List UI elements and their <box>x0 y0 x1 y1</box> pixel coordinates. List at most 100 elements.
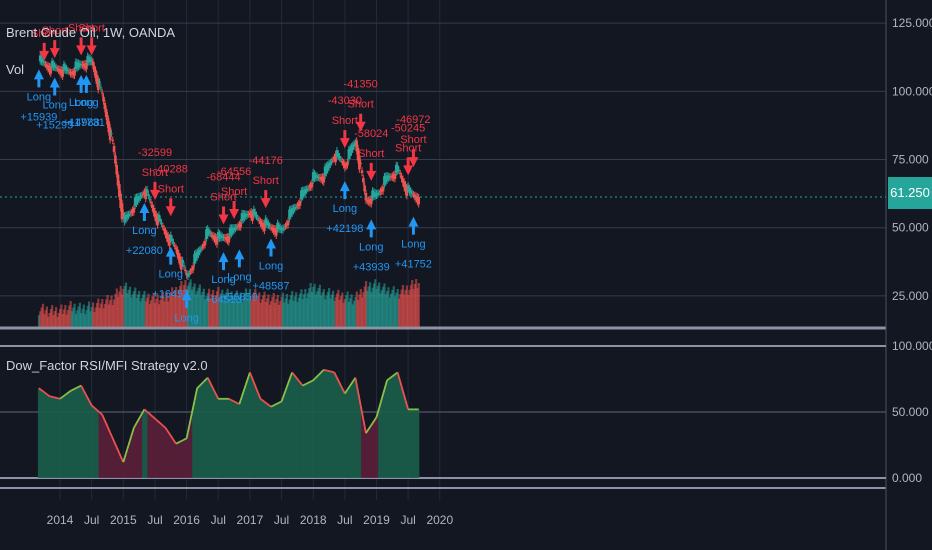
indicator-bar <box>155 419 157 478</box>
volume-bar <box>173 291 176 327</box>
short-arrow <box>366 162 377 181</box>
volume-bar <box>41 303 45 327</box>
indicator-line-segment <box>362 419 366 427</box>
long-signal-label: Long <box>174 312 198 324</box>
indicator-bar <box>223 398 226 478</box>
candle-body <box>91 61 95 66</box>
indicator-line-segment <box>80 385 84 389</box>
candle-body <box>339 159 343 161</box>
long-signal: Long +15295 <box>36 77 73 132</box>
volume-bar <box>289 295 292 327</box>
candle-body <box>253 211 257 216</box>
volume-bar <box>353 300 356 327</box>
indicator-bar <box>268 405 271 478</box>
indicator-bar <box>335 377 338 478</box>
indicator-bar <box>94 408 97 478</box>
volume-bar <box>404 290 407 327</box>
indicator-bar <box>179 441 181 478</box>
volume-bar <box>113 299 116 327</box>
indicator-bar <box>308 382 310 478</box>
short-signal: Short -43030 <box>328 95 362 149</box>
indicator-bar <box>115 447 118 478</box>
volume-bar <box>380 290 383 327</box>
indicator-bar <box>371 423 374 478</box>
indicator-bar <box>180 441 182 478</box>
candle-body <box>100 92 104 94</box>
candle-body <box>166 235 170 243</box>
indicator-bar <box>416 409 418 478</box>
long-signal: Long +41752 <box>395 216 432 271</box>
volume-bar <box>355 291 358 327</box>
volume-bar <box>159 300 162 327</box>
candle-body <box>78 63 82 67</box>
indicator-bar <box>41 391 44 478</box>
candle-body <box>128 213 132 215</box>
candle-body <box>256 217 260 219</box>
indicator-line-segment <box>369 424 372 428</box>
volume-bar <box>117 297 120 327</box>
time-tick-label: Jul <box>400 513 415 527</box>
volume-bar <box>222 300 225 327</box>
candle-body <box>172 242 175 244</box>
candle-body <box>122 212 125 216</box>
indicator-tick-label: 0.000 <box>892 471 922 485</box>
candle-body <box>289 208 293 217</box>
indicator-bar <box>354 377 356 478</box>
volume-bar <box>101 299 104 327</box>
volume-bar <box>66 310 70 327</box>
candle-body <box>234 227 237 230</box>
indicator-bar <box>254 385 256 478</box>
indicator-line-segment <box>76 386 79 389</box>
candle-body <box>269 227 273 229</box>
volume-bar <box>190 290 194 327</box>
candle-body <box>71 71 75 76</box>
indicator-bar <box>233 401 235 478</box>
candle-body <box>401 178 405 183</box>
volume-bar <box>196 291 199 327</box>
volume-bar <box>364 281 368 327</box>
candle-body <box>96 79 100 91</box>
volume-bar <box>52 315 55 327</box>
candle-body <box>183 270 187 271</box>
candle-body <box>87 57 91 63</box>
indicator-line-segment <box>200 382 204 385</box>
indicator-bar <box>360 412 363 478</box>
volume-bar <box>177 291 180 327</box>
candle-body <box>409 190 413 193</box>
indicator-bar <box>44 393 47 478</box>
long-arrow <box>408 216 419 235</box>
indicator-line-segment <box>291 371 295 375</box>
candle-body <box>406 185 410 190</box>
long-signal: Long +42198 <box>326 181 363 235</box>
volume-bar <box>131 294 134 327</box>
indicator-bar <box>65 393 68 478</box>
indicator-bar <box>196 388 198 478</box>
volume-bar <box>233 298 236 327</box>
candle-body <box>149 201 153 204</box>
candle-body <box>375 193 378 196</box>
indicator-bar <box>324 370 326 478</box>
indicator-line-segment <box>296 378 300 382</box>
long-arrow <box>139 203 150 221</box>
candle-body <box>195 251 199 258</box>
indicator-bar <box>316 376 318 478</box>
indicator-bar <box>362 419 364 478</box>
candle-body <box>379 190 382 193</box>
volume-bar <box>259 303 262 327</box>
indicator-line-segment <box>171 437 175 441</box>
volume-bar <box>322 289 325 327</box>
volume-bar <box>244 288 248 327</box>
indicator-bar <box>69 390 72 478</box>
price-tick-label: 50.000 <box>892 221 929 235</box>
short-signal-value: -46972 <box>396 114 430 126</box>
indicator-bar <box>74 388 77 478</box>
volume-bar <box>81 308 84 327</box>
indicator-bar <box>320 372 322 478</box>
volume-bar <box>376 285 380 327</box>
indicator-line-segment <box>254 385 258 390</box>
candle-body <box>133 197 137 206</box>
candle-body <box>238 223 241 228</box>
short-signal: Short -46972 <box>396 114 431 168</box>
indicator-bar <box>136 420 139 478</box>
candle-body <box>356 147 360 161</box>
